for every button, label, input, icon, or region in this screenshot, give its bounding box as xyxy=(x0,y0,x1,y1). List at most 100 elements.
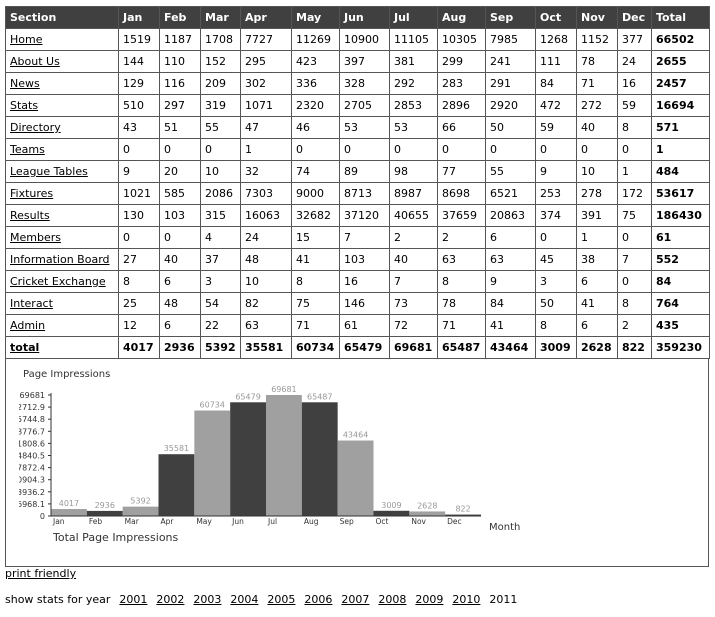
section-link[interactable]: total xyxy=(10,341,40,354)
year-item: 2008 xyxy=(378,593,406,606)
section-link[interactable]: Information Board xyxy=(10,253,110,266)
value-cell: 423 xyxy=(291,50,340,73)
value-cell: 11269 xyxy=(291,28,340,51)
section-link[interactable]: Members xyxy=(10,231,61,244)
section-cell: Members xyxy=(5,226,119,249)
value-cell: 55 xyxy=(485,160,536,183)
section-link[interactable]: League Tables xyxy=(10,165,88,178)
value-cell: 73 xyxy=(389,292,438,315)
x-tick-label: Jul xyxy=(267,517,277,526)
value-cell: 60734 xyxy=(291,336,340,359)
table-row: Teams 0 0 0 1 0 0 0 0 0 0 0 0 1 xyxy=(5,138,710,161)
value-cell: 2628 xyxy=(576,336,618,359)
table-row: Results 130 103 315 16063 32682 37120 40655 3765… xyxy=(5,204,710,227)
x-tick-label: Mar xyxy=(125,517,140,526)
value-cell: 4017 xyxy=(118,336,160,359)
value-cell: 3 xyxy=(200,270,241,293)
value-cell: 41 xyxy=(291,248,340,271)
value-cell: 47 xyxy=(240,116,292,139)
section-link[interactable]: Home xyxy=(10,33,43,46)
value-cell: 75 xyxy=(291,292,340,315)
header-cell: Jan xyxy=(118,6,160,29)
section-cell: Admin xyxy=(5,314,119,337)
value-cell: 89 xyxy=(339,160,390,183)
year-link[interactable]: 2008 xyxy=(378,593,407,606)
year-link[interactable]: 2002 xyxy=(156,593,185,606)
value-label: 65487 xyxy=(307,392,332,401)
bar xyxy=(445,514,481,516)
value-cell: 45 xyxy=(535,248,577,271)
value-cell: 71 xyxy=(437,314,486,337)
table-row: Members 0 0 4 24 15 7 2 2 6 0 1 0 61 xyxy=(5,226,710,249)
footer-print: print friendly xyxy=(5,567,76,580)
value-cell: 32 xyxy=(240,160,292,183)
year-link[interactable]: 2005 xyxy=(267,593,296,606)
value-cell: 241 xyxy=(485,50,536,73)
section-link[interactable]: Admin xyxy=(10,319,46,332)
section-link[interactable]: Stats xyxy=(10,99,39,112)
value-cell: 41 xyxy=(576,292,618,315)
section-link[interactable]: Teams xyxy=(10,143,45,156)
value-cell: 40655 xyxy=(389,204,438,227)
value-cell: 585 xyxy=(159,182,201,205)
year-link[interactable]: 2009 xyxy=(415,593,444,606)
value-cell: 146 xyxy=(339,292,390,315)
section-cell: About Us xyxy=(5,50,119,73)
total-cell: 552 xyxy=(651,248,710,271)
value-cell: 381 xyxy=(389,50,438,73)
value-cell: 1268 xyxy=(535,28,577,51)
value-cell: 15 xyxy=(291,226,340,249)
section-link[interactable]: About Us xyxy=(10,55,60,68)
current-year: 2011 xyxy=(489,593,518,606)
bar xyxy=(266,395,302,516)
total-cell: 2655 xyxy=(651,50,710,73)
section-link[interactable]: Fixtures xyxy=(10,187,54,200)
value-label: 4017 xyxy=(59,499,79,508)
value-cell: 5392 xyxy=(200,336,241,359)
year-link[interactable]: 2003 xyxy=(193,593,222,606)
value-cell: 55 xyxy=(200,116,241,139)
bar xyxy=(337,440,374,516)
value-cell: 6 xyxy=(159,314,201,337)
table-row: News 129 116 209 302 336 328 292 283 291 84 71 16 245… xyxy=(5,72,710,95)
value-cell: 6 xyxy=(576,270,618,293)
total-cell: 84 xyxy=(651,270,710,293)
y-tick-label: 69681 xyxy=(20,391,45,400)
year-link[interactable]: 2004 xyxy=(230,593,259,606)
header-cell: Total xyxy=(651,6,710,29)
year-link[interactable]: 2001 xyxy=(119,593,148,606)
section-link[interactable]: Interact xyxy=(10,297,53,310)
value-cell: 8713 xyxy=(339,182,390,205)
value-cell: 116 xyxy=(159,72,201,95)
year-link[interactable]: 2006 xyxy=(304,593,333,606)
y-tick-label: 62712.9 xyxy=(12,403,45,412)
header-cell: May xyxy=(291,6,340,29)
section-link[interactable]: Cricket Exchange xyxy=(10,275,106,288)
header-cell: Dec xyxy=(617,6,652,29)
value-cell: 32682 xyxy=(291,204,340,227)
print-link[interactable]: print friendly xyxy=(5,567,77,580)
section-link[interactable]: Results xyxy=(10,209,50,222)
year-link[interactable]: 2007 xyxy=(341,593,370,606)
x-tick-label: Sep xyxy=(340,517,354,526)
value-cell: 51 xyxy=(159,116,201,139)
total-cell: 1 xyxy=(651,138,710,161)
value-cell: 0 xyxy=(118,138,160,161)
year-item: 2006 xyxy=(304,593,332,606)
x-tick-label: Jun xyxy=(231,517,244,526)
y-tick-label: 34840.5 xyxy=(12,452,45,461)
bar xyxy=(301,402,338,516)
value-cell: 1 xyxy=(617,160,652,183)
section-link[interactable]: News xyxy=(10,77,40,90)
y-tick-label: 55744.8 xyxy=(12,415,45,424)
year-link[interactable]: 2010 xyxy=(452,593,481,606)
section-cell: News xyxy=(5,72,119,95)
x-tick-label: Jan xyxy=(52,517,65,526)
value-cell: 510 xyxy=(118,94,160,117)
value-cell: 319 xyxy=(200,94,241,117)
section-cell: Stats xyxy=(5,94,119,117)
section-link[interactable]: Directory xyxy=(10,121,61,134)
value-cell: 69681 xyxy=(389,336,438,359)
value-cell: 3009 xyxy=(535,336,577,359)
value-cell: 1021 xyxy=(118,182,160,205)
